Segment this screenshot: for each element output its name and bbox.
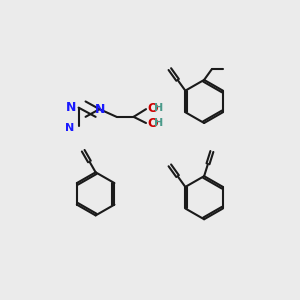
Text: O: O [148, 116, 158, 130]
Text: N: N [95, 103, 106, 116]
Text: H: H [154, 118, 163, 128]
Text: N: N [66, 101, 76, 114]
Text: N: N [65, 123, 74, 133]
Text: O: O [148, 102, 158, 115]
Text: H: H [154, 103, 163, 113]
